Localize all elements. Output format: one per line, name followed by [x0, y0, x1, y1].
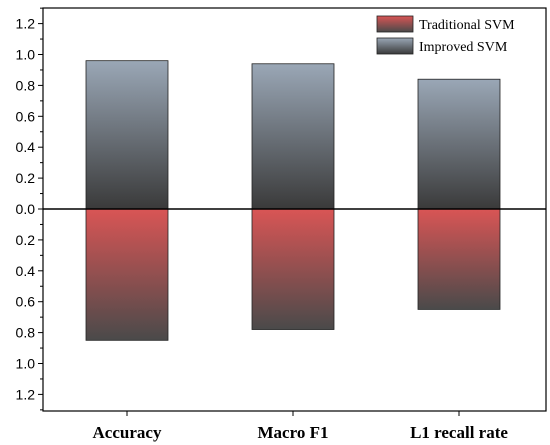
legend-label: Improved SVM — [419, 40, 508, 55]
y-tick-label: 1.0 — [16, 356, 36, 372]
y-tick-label: 0.4 — [16, 263, 36, 279]
y-tick-label: 0.2 — [16, 170, 36, 186]
y-tick-label: 0.6 — [16, 108, 36, 124]
y-tick-label: 1.2 — [16, 386, 36, 402]
x-axis: Accuracy Macro F1 L1 recall rate — [93, 411, 508, 442]
bar-improved-1 — [251, 63, 335, 210]
bar-traditional-0 — [85, 208, 169, 341]
bar-traditional-1 — [251, 208, 335, 330]
bars-group — [85, 60, 501, 341]
y-tick-label: 0.4 — [16, 139, 36, 155]
bar-improved-0 — [85, 60, 169, 210]
y-axis: 0.0 0.2 0.2 0.4 0.4 0.6 0.6 0.8 0.8 1.0 1.0 1.2 1.2 — [16, 7, 43, 411]
legend: Traditional SVM Improved SVM — [376, 15, 515, 55]
x-category-label: Accuracy — [93, 423, 162, 442]
bar-improved-2 — [417, 78, 501, 210]
y-tick-label: 0.6 — [16, 294, 36, 310]
legend-swatch — [376, 37, 414, 55]
x-category-label: Macro F1 — [258, 423, 329, 442]
legend-swatch — [376, 15, 414, 33]
y-tick-label: 0.0 — [16, 201, 36, 217]
y-tick-label: 0.2 — [16, 232, 36, 248]
x-category-label: L1 recall rate — [410, 423, 508, 442]
legend-label: Traditional SVM — [419, 18, 515, 33]
y-tick-label: 1.0 — [16, 47, 36, 63]
y-tick-label: 0.8 — [16, 77, 36, 93]
bar-traditional-2 — [417, 208, 501, 310]
y-tick-label: 0.8 — [16, 325, 36, 341]
y-tick-label: 1.2 — [16, 16, 36, 32]
